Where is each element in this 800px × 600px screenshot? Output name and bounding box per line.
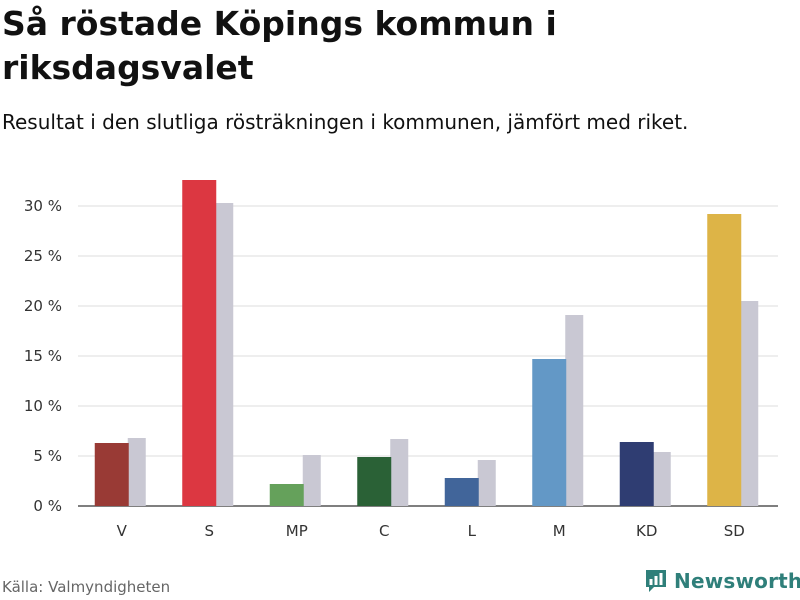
x-tick-label: KD xyxy=(636,522,657,540)
brand-name: Newsworthy xyxy=(674,569,800,593)
bar-kommun-l xyxy=(444,478,479,506)
x-tick-label: V xyxy=(117,522,128,540)
bar-kommun-m xyxy=(532,359,567,506)
chart-title: Så röstade Köpings kommun i riksdagsvale… xyxy=(2,4,557,87)
bar-kommun-s xyxy=(182,180,217,506)
bar-kommun-kd xyxy=(619,442,654,506)
y-tick-label: 30 % xyxy=(24,197,62,215)
bar-riket-s xyxy=(215,203,234,506)
bar-kommun-mp xyxy=(269,484,304,506)
bar-kommun-c xyxy=(357,457,392,506)
x-tick-label: S xyxy=(204,522,214,540)
bar-riket-kd xyxy=(652,452,671,506)
y-tick-label: 15 % xyxy=(24,347,62,365)
bar-kommun-v xyxy=(94,443,129,506)
bar-riket-v xyxy=(127,438,146,506)
bar-riket-mp xyxy=(302,455,321,506)
x-tick-label: SD xyxy=(724,522,745,540)
chart-subtitle: Resultat i den slutliga rösträkningen i … xyxy=(2,110,689,134)
y-tick-label: 10 % xyxy=(24,397,62,415)
y-tick-label: 25 % xyxy=(24,247,62,265)
x-tick-label: MP xyxy=(286,522,308,540)
bar-chart: 0 % 5 % 10 % 15 % 20 % 25 % 30 % V S MP C L M KD SD xyxy=(24,180,778,540)
y-tick-label: 0 % xyxy=(33,497,62,515)
source-note: Källa: Valmyndigheten xyxy=(2,578,171,596)
y-tick-label: 20 % xyxy=(24,297,62,315)
bar-riket-l xyxy=(477,460,496,506)
y-tick-label: 5 % xyxy=(33,447,62,465)
newsworthy-logo-icon xyxy=(646,570,666,592)
axis-layer: 0 % 5 % 10 % 15 % 20 % 25 % 30 % V S MP C L M KD SD xyxy=(24,197,745,540)
bar-riket-c xyxy=(390,439,409,506)
brand-logo[interactable]: Newsworthy xyxy=(644,566,800,596)
x-tick-label: C xyxy=(379,522,389,540)
bar-kommun-sd xyxy=(707,214,742,506)
bar-riket-m xyxy=(565,315,584,506)
bar-riket-sd xyxy=(740,301,759,506)
bars-layer xyxy=(94,180,759,506)
x-tick-label: M xyxy=(553,522,566,540)
x-tick-label: L xyxy=(468,522,477,540)
